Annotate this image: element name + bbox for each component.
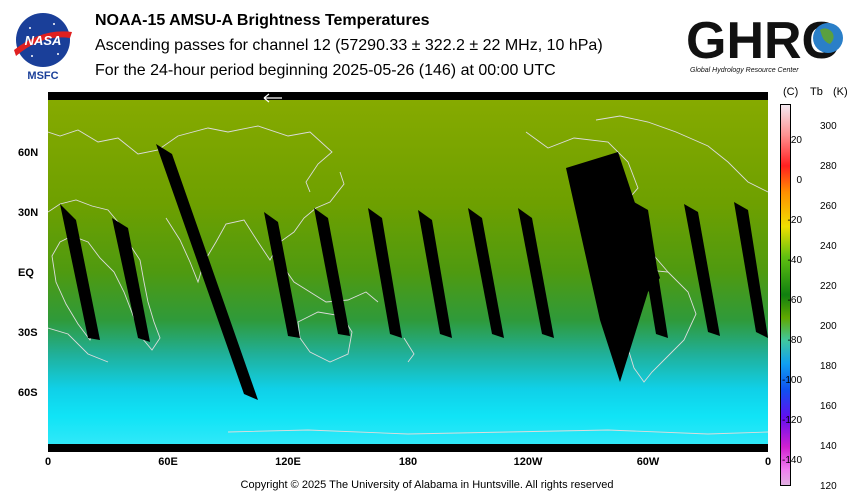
celsius-tick-minus20: -20: [787, 215, 802, 226]
brightness-temperature-map: [48, 92, 768, 452]
colorbar: (C) Tb (K) 20 0 -20 -40 -60 -80 -100 -12…: [770, 84, 854, 502]
kelvin-tick-160: 160: [820, 401, 837, 412]
scan-direction-arrow-icon: [263, 93, 282, 103]
celsius-tick-minus80: -80: [787, 335, 802, 346]
celsius-tick-minus60: -60: [787, 295, 802, 306]
lon-label-120e: 120E: [275, 456, 301, 468]
ghrc-logo: GHRC Global Hydrology Resource Center: [686, 12, 843, 74]
celsius-tick-0: 0: [796, 175, 802, 186]
nasa-logo: NASA MSFC: [14, 13, 72, 82]
ghrc-logo-subtitle: Global Hydrology Resource Center: [690, 67, 799, 74]
kelvin-tick-220: 220: [820, 281, 837, 292]
lat-label-30s: 30S: [18, 327, 38, 339]
nasa-logo-text: NASA: [25, 33, 62, 48]
lon-label-0-east: 0: [764, 456, 772, 468]
lon-label-180: 180: [398, 456, 418, 468]
page-title: NOAA-15 AMSU-A Brightness Temperatures: [95, 12, 430, 29]
lat-label-eq: EQ: [18, 267, 34, 279]
colorbar-header-kelvin: (K): [833, 86, 848, 98]
map-canvas: [48, 92, 768, 452]
channel-subtitle: Ascending passes for channel 12 (57290.3…: [95, 37, 603, 54]
kelvin-tick-260: 260: [820, 201, 837, 212]
colorbar-gradient: [780, 104, 791, 486]
no-data-swath-gaps: [60, 144, 768, 400]
kelvin-tick-140: 140: [820, 441, 837, 452]
lon-label-0: 0: [44, 456, 52, 468]
celsius-tick-minus100: -100: [781, 375, 802, 386]
celsius-tick-minus40: -40: [787, 255, 802, 266]
period-subtitle: For the 24-hour period beginning 2025-05…: [95, 62, 556, 79]
lon-label-120w: 120W: [513, 456, 543, 468]
lat-label-60s: 60S: [18, 387, 38, 399]
coastlines: [48, 115, 768, 435]
top-border-strip: [48, 92, 768, 100]
nasa-center-label: MSFC: [27, 70, 58, 82]
lat-label-30n: 30N: [18, 207, 39, 219]
celsius-tick-20: 20: [790, 135, 802, 146]
header: NASA MSFC NOAA-15 AMSU-A Brightness Temp…: [0, 0, 854, 92]
kelvin-tick-200: 200: [820, 321, 837, 332]
field-background: [48, 100, 768, 444]
copyright-notice: Copyright © 2025 The University of Alaba…: [240, 479, 614, 491]
colorbar-header-tb: Tb: [810, 86, 823, 98]
kelvin-tick-280: 280: [820, 161, 837, 172]
celsius-tick-minus120: -120: [781, 415, 802, 426]
kelvin-tick-300: 300: [820, 121, 837, 132]
bottom-border-strip: [48, 444, 768, 452]
colorbar-header-celsius: (C): [783, 86, 799, 98]
lat-label-60n: 60N: [18, 147, 39, 159]
lon-label-60e: 60E: [158, 456, 178, 468]
kelvin-tick-180: 180: [820, 361, 837, 372]
kelvin-tick-240: 240: [820, 241, 837, 252]
celsius-tick-minus140: -140: [781, 455, 802, 466]
kelvin-tick-120: 120: [820, 481, 837, 492]
lon-label-60w: 60W: [636, 456, 660, 468]
